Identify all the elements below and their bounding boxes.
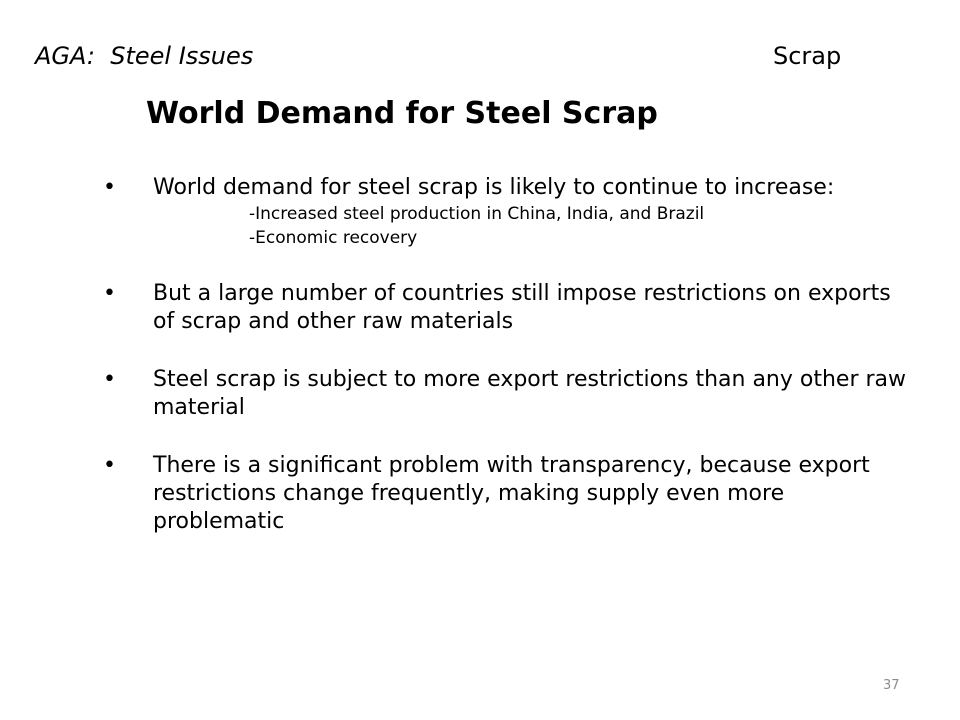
sub-point-list: -Increased steel production in China, In…	[153, 202, 918, 250]
bullet-text: But a large number of countries still im…	[153, 281, 891, 334]
bullet-item: • Steel scrap is subject to more export …	[103, 366, 918, 422]
header-topic-label: Scrap	[773, 42, 842, 70]
bullet-item: • But a large number of countries still …	[103, 280, 918, 336]
bullet-item: • World demand for steel scrap is likely…	[103, 174, 918, 250]
bullet-dot-icon: •	[103, 175, 116, 200]
sub-point: -Increased steel production in China, In…	[249, 204, 705, 224]
bullet-list: • World demand for steel scrap is likely…	[103, 174, 918, 566]
header-section-label: AGA: Steel Issues	[35, 42, 254, 70]
sub-point: -Economic recovery	[249, 228, 418, 248]
bullet-text: Steel scrap is subject to more export re…	[153, 367, 907, 420]
page-number: 37	[883, 678, 900, 693]
bullet-text: There is a significant problem with tran…	[153, 453, 870, 534]
bullet-dot-icon: •	[103, 281, 116, 306]
bullet-item: • There is a significant problem with tr…	[103, 452, 918, 536]
bullet-text: World demand for steel scrap is likely t…	[153, 175, 835, 200]
bullet-dot-icon: •	[103, 453, 116, 478]
slide-title: World Demand for Steel Scrap	[146, 96, 658, 131]
bullet-dot-icon: •	[103, 367, 116, 392]
